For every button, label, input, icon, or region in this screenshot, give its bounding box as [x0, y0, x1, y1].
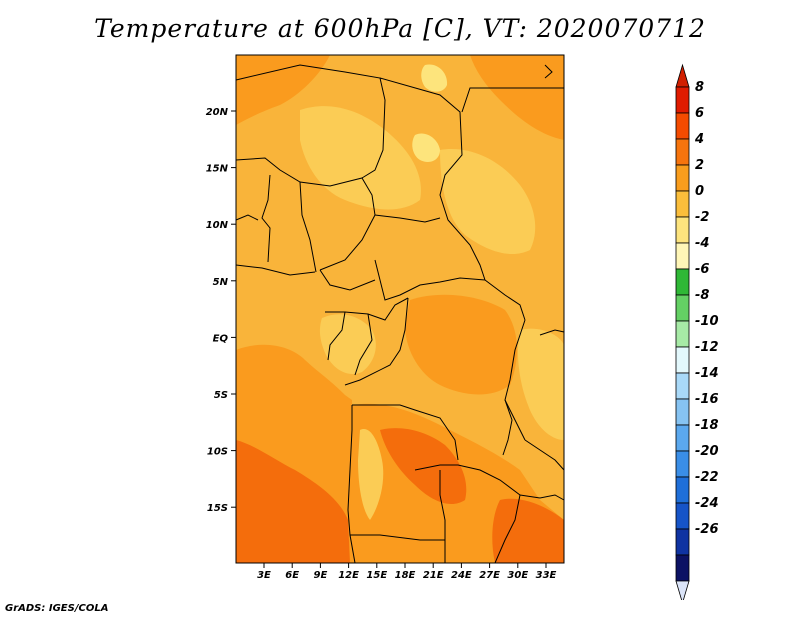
colorbar-label: -22	[695, 470, 719, 485]
colorbar-segment	[675, 112, 690, 140]
cool-region-sudan	[440, 149, 536, 255]
lon-label: 30E	[507, 570, 528, 581]
colorbar-segment	[675, 242, 690, 270]
longitude-axis: 3E 6E 9E 12E 15E 18E 21E 24E 27E 30E 33E	[257, 563, 557, 581]
colorbar-segment	[675, 164, 690, 192]
lat-label: 15N	[206, 164, 229, 175]
hotter-region-mozambique	[492, 498, 564, 563]
hotter-region-southwest	[236, 440, 350, 563]
lat-label: 10S	[207, 447, 228, 458]
hotter-region-angola	[380, 428, 467, 505]
cool-region-sahel	[300, 106, 421, 210]
lon-label: 27E	[479, 570, 500, 581]
lon-label: 18E	[395, 570, 416, 581]
colorbar-label: -4	[695, 236, 709, 251]
colorbar-label: -8	[695, 288, 709, 303]
colorbar-label: -20	[695, 444, 719, 459]
lat-label: 15S	[207, 503, 228, 514]
map-title: Temperature at 600hPa [C], VT: 202007071…	[94, 14, 706, 43]
colorbar-segment	[675, 190, 690, 218]
colorbar-segment	[675, 372, 690, 400]
colorbar-label: -16	[695, 392, 719, 407]
colorbar-label: 8	[695, 80, 704, 95]
lon-label: 24E	[451, 570, 472, 581]
colorbar-label: -14	[695, 366, 719, 381]
colorbar-label: -6	[695, 262, 709, 277]
latitude-axis: 20N 15N 10N 5N EQ 5S 10S 15S	[206, 107, 236, 514]
colorbar-segment	[675, 476, 690, 504]
lon-label: 33E	[536, 570, 557, 581]
colorbar-label: 2	[695, 158, 704, 173]
cool-region-east	[517, 328, 564, 440]
lon-label: 21E	[423, 570, 444, 581]
colorbar-segment	[675, 86, 690, 114]
hot-region-north	[236, 55, 330, 125]
lat-label: 10N	[206, 220, 229, 231]
colorbar-label: -18	[695, 418, 719, 433]
lon-label: 12E	[338, 570, 359, 581]
lat-label: EQ	[213, 333, 229, 344]
colorbar-label: -12	[695, 340, 719, 355]
cool-region-zambia	[358, 429, 384, 520]
colorbar-segment	[675, 138, 690, 166]
colorbar-segment	[675, 320, 690, 348]
coolest-patch-chad	[412, 133, 440, 162]
color-bar: 8 6 4 2 0 -2 -4 -6 -8 -10 -12 -14 -16 -18 -20 -22 -24 -26	[675, 63, 719, 600]
coolest-patch-libya	[421, 64, 448, 92]
lon-label: 9E	[314, 570, 328, 581]
colorbar-label: -10	[695, 314, 719, 329]
colorbar-segment	[675, 450, 690, 478]
country-borders	[235, 64, 565, 564]
colorbar-segment	[675, 424, 690, 452]
colorbar-segment	[675, 398, 690, 426]
colorbar-segment	[675, 346, 690, 374]
colorbar-label: 0	[695, 184, 704, 199]
map-frame	[235, 54, 565, 564]
hot-region-northeast	[470, 55, 564, 140]
colorbar-segment	[675, 502, 690, 530]
colorbar-segment	[675, 554, 690, 582]
cool-region-gabon	[319, 314, 376, 375]
colorbar-label: -26	[695, 522, 719, 537]
temperature-map: 3E 6E 9E 12E 15E 18E 21E 24E 27E 30E 33E 20N 15N 10N…	[206, 54, 719, 600]
colorbar-segment	[675, 294, 690, 322]
hot-region-congo	[405, 294, 517, 395]
colorbar-label: -2	[695, 210, 709, 225]
map-panel: 3E 6E 9E 12E 15E 18E 21E 24E 27E 30E 33E 20N 15N 10N…	[206, 54, 565, 581]
colorbar-segment	[675, 268, 690, 296]
colorbar-label: -24	[695, 496, 719, 511]
colorbar-bottom-arrow	[675, 580, 690, 600]
credit-text: GrADS: IGES/COLA	[5, 603, 109, 614]
colorbar-label: 4	[694, 132, 704, 147]
colorbar-segment	[675, 528, 690, 556]
colorbar-label: 6	[695, 106, 704, 121]
lat-label: 5N	[213, 277, 229, 288]
lon-label: 15E	[366, 570, 387, 581]
lat-label: 20N	[206, 107, 229, 118]
lon-label: 6E	[285, 570, 299, 581]
colorbar-segment	[675, 216, 690, 244]
lat-label: 5S	[214, 390, 228, 401]
colorbar-top-arrow	[675, 63, 690, 88]
lon-label: 3E	[257, 570, 271, 581]
